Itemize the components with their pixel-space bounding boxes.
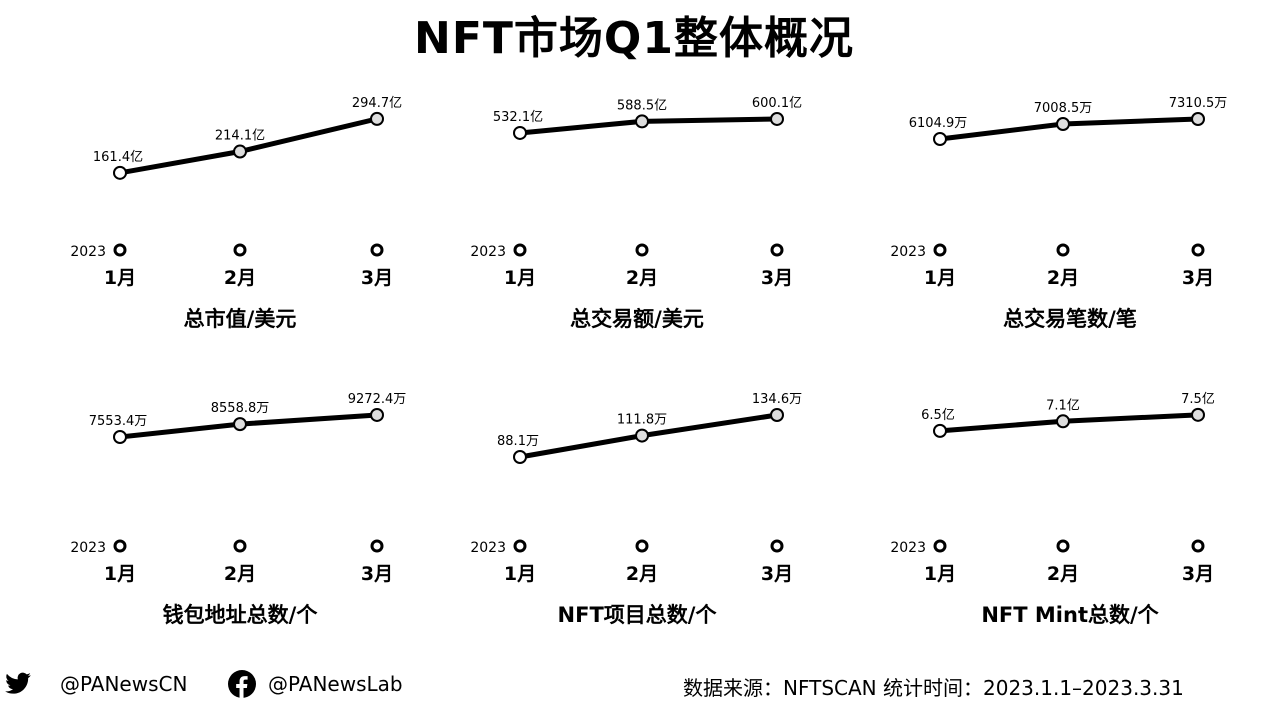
x-tick-label: 3月 <box>1182 563 1214 585</box>
facebook-icon[interactable] <box>228 670 256 698</box>
page-title: NFT市场Q1整体概况 <box>414 13 854 64</box>
axis-tick-dot <box>635 539 649 553</box>
data-label: 7553.4万 <box>89 414 148 429</box>
data-label: 588.5亿 <box>617 98 667 113</box>
data-label: 6.5亿 <box>921 408 955 423</box>
data-label: 7.5亿 <box>1181 392 1215 407</box>
data-point <box>1056 117 1070 132</box>
axis-tick-dot <box>1056 243 1070 257</box>
axis-tick-dot <box>113 243 127 257</box>
axis-tick-dot <box>635 243 649 257</box>
data-label: 7310.5万 <box>1169 96 1228 111</box>
year-label: 2023 <box>890 244 926 260</box>
data-point <box>370 407 384 422</box>
year-label: 2023 <box>70 540 106 556</box>
axis-tick-dot <box>513 243 527 257</box>
data-label: 294.7亿 <box>352 96 402 111</box>
data-label: 161.4亿 <box>93 150 143 165</box>
axis-tick-dot <box>233 539 247 553</box>
year-label: 2023 <box>470 540 506 556</box>
data-point <box>770 407 784 422</box>
data-point <box>113 165 127 180</box>
data-point <box>1191 111 1205 126</box>
x-tick-label: 1月 <box>924 563 956 585</box>
chart-title: NFT Mint总数/个 <box>981 603 1159 627</box>
x-tick-label: 3月 <box>1182 267 1214 289</box>
data-label: 134.6万 <box>752 392 802 407</box>
data-point <box>933 131 947 146</box>
axis-tick-dot <box>933 243 947 257</box>
x-tick-label: 2月 <box>224 563 256 585</box>
axis-tick-dot <box>1056 539 1070 553</box>
data-label: 7008.5万 <box>1034 101 1093 116</box>
axis-tick-dot <box>370 243 384 257</box>
chart-title: NFT项目总数/个 <box>558 603 718 627</box>
chart-panel: 88.1万 1月 111.8万 2月 134.6万 3月 2023 NFT项目总数/个 <box>470 392 802 627</box>
data-label: 9272.4万 <box>348 392 407 407</box>
chart-panel: 6.5亿 1月 7.1亿 2月 7.5亿 3月 2023 NFT Mint总数/个 <box>890 392 1214 627</box>
data-point <box>513 450 527 465</box>
chart-title: 总交易额/美元 <box>570 307 704 331</box>
series-line <box>119 116 378 176</box>
data-label: 88.1万 <box>497 434 539 449</box>
chart-panel: 6104.9万 1月 7008.5万 2月 7310.5万 3月 2023 总交易笔数/笔 <box>890 96 1227 331</box>
chart-title: 总市值/美元 <box>184 307 297 331</box>
data-point <box>113 429 127 444</box>
x-tick-label: 3月 <box>761 563 793 585</box>
data-point <box>1191 407 1205 422</box>
x-tick-label: 2月 <box>224 267 256 289</box>
twitter-icon[interactable] <box>4 670 32 698</box>
x-tick-label: 1月 <box>104 267 136 289</box>
axis-tick-dot <box>770 243 784 257</box>
x-tick-label: 1月 <box>504 267 536 289</box>
axis-tick-dot <box>770 539 784 553</box>
facebook-handle[interactable]: @PANewsLab <box>268 672 403 696</box>
axis-tick-dot <box>933 539 947 553</box>
data-point <box>370 111 384 126</box>
data-label: 6104.9万 <box>909 116 968 131</box>
axis-tick-dot <box>1191 243 1205 257</box>
data-point <box>513 125 527 140</box>
series-line <box>119 412 378 440</box>
x-tick-label: 3月 <box>361 563 393 585</box>
data-label: 600.1亿 <box>752 96 802 111</box>
data-point <box>933 423 947 438</box>
x-tick-label: 3月 <box>361 267 393 289</box>
x-tick-label: 1月 <box>504 563 536 585</box>
data-label: 214.1亿 <box>215 129 265 144</box>
twitter-handle[interactable]: @PANewsCN <box>60 672 188 696</box>
chart-panel: 532.1亿 1月 588.5亿 2月 600.1亿 3月 2023 总交易额/美元 <box>470 96 802 331</box>
x-tick-label: 2月 <box>626 267 658 289</box>
data-point <box>233 144 247 159</box>
chart-title: 总交易笔数/笔 <box>1003 307 1137 331</box>
axis-tick-dot <box>1191 539 1205 553</box>
data-label: 8558.8万 <box>211 401 270 416</box>
year-label: 2023 <box>470 244 506 260</box>
axis-tick-dot <box>370 539 384 553</box>
x-tick-label: 1月 <box>924 267 956 289</box>
data-point <box>233 417 247 432</box>
x-tick-label: 2月 <box>626 563 658 585</box>
data-point <box>770 111 784 126</box>
year-label: 2023 <box>890 540 926 556</box>
data-point <box>635 428 649 443</box>
x-tick-label: 1月 <box>104 563 136 585</box>
data-source: 数据来源：NFTSCAN 统计时间：2023.1.1–2023.3.31 <box>683 676 1184 700</box>
data-label: 532.1亿 <box>493 110 543 125</box>
data-point <box>1056 414 1070 429</box>
data-label: 111.8万 <box>617 413 667 428</box>
axis-tick-dot <box>233 243 247 257</box>
year-label: 2023 <box>70 244 106 260</box>
x-tick-label: 2月 <box>1047 267 1079 289</box>
chart-panel: 161.4亿 1月 214.1亿 2月 294.7亿 3月 2023 总市值/美元 <box>70 96 402 331</box>
axis-tick-dot <box>113 539 127 553</box>
x-tick-label: 3月 <box>761 267 793 289</box>
chart-panel: 7553.4万 1月 8558.8万 2月 9272.4万 3月 2023 钱包地址总数/个 <box>70 392 406 627</box>
x-tick-label: 2月 <box>1047 563 1079 585</box>
data-point <box>635 114 649 129</box>
axis-tick-dot <box>513 539 527 553</box>
chart-title: 钱包地址总数/个 <box>163 603 319 627</box>
data-label: 7.1亿 <box>1046 398 1080 413</box>
